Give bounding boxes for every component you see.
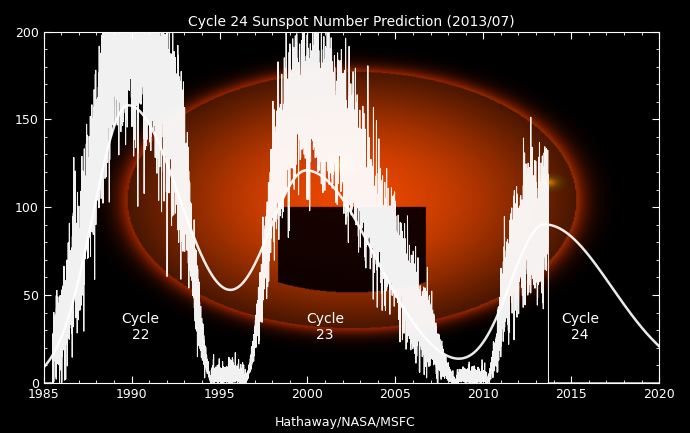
Text: Cycle
22: Cycle 22 (121, 312, 159, 343)
Text: Cycle
24: Cycle 24 (561, 312, 599, 343)
Text: Hathaway/NASA/MSFC: Hathaway/NASA/MSFC (275, 416, 415, 429)
Text: Cycle
23: Cycle 23 (306, 312, 344, 343)
Title: Cycle 24 Sunspot Number Prediction (2013/07): Cycle 24 Sunspot Number Prediction (2013… (188, 15, 515, 29)
